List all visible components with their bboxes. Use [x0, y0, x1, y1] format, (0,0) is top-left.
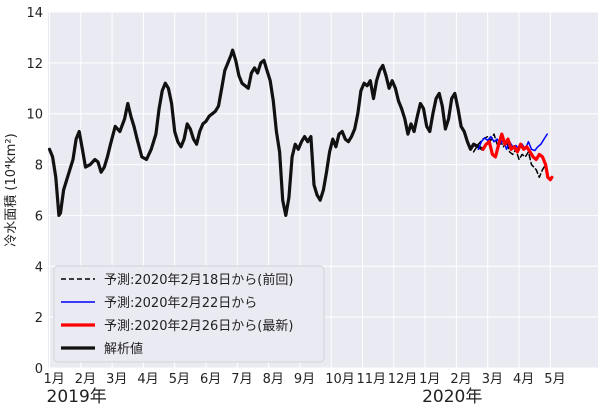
- x-tick-label: 1月: [44, 372, 65, 387]
- series-line: [47, 48, 485, 217]
- x-tick-label: 11月: [357, 372, 387, 387]
- x-tick-label: 6月: [200, 372, 221, 387]
- y-tick-label: 6: [35, 209, 43, 224]
- series-line: [481, 132, 554, 182]
- x-tick-label: 3月: [106, 372, 127, 387]
- y-tick-label: 2: [35, 311, 43, 326]
- series-lines: [47, 48, 554, 217]
- x-tick-label: 4月: [137, 372, 158, 387]
- x-tick-label: 2月: [450, 372, 471, 387]
- x-tick-label: 12月: [388, 372, 418, 387]
- legend: 予測:2020年2月18日から(前回) 予測:2020年2月22日から予測:202…: [53, 265, 325, 363]
- x-tick-labels: 1月 2月 3月 4月 5月 6月 7月 8月 9月 10月 11月 12月 1月 2月 3月 4月 5月: [44, 372, 566, 387]
- y-tick-label: 14: [26, 6, 43, 21]
- x-tick-label: 2月: [75, 372, 96, 387]
- y-tick-label: 12: [26, 57, 43, 72]
- year-label: 2019年: [47, 387, 107, 407]
- x-tick-label: 9月: [294, 372, 315, 387]
- x-tick-label: 8月: [263, 372, 284, 387]
- legend-label: 解析値: [104, 341, 143, 357]
- y-tick-label: 4: [35, 260, 43, 275]
- y-tick-label: 8: [35, 159, 43, 174]
- legend-box: [53, 265, 325, 363]
- legend-label: 予測:2020年2月26日から(最新): [104, 318, 293, 334]
- x-tick-label: 3月: [482, 372, 503, 387]
- x-tick-label: 1月: [419, 372, 440, 387]
- y-axis-label: 冷水面積 (10⁴km²): [4, 133, 19, 246]
- y-tick-label: 0: [35, 362, 43, 377]
- x-tick-label: 4月: [513, 372, 534, 387]
- legend-label: 予測:2020年2月22日から: [104, 296, 257, 311]
- y-tick-labels: 0 2 4 6 8 10 12 14: [26, 6, 43, 377]
- x-tick-label: 7月: [231, 372, 252, 387]
- legend-label: 予測:2020年2月18日から(前回): [104, 272, 293, 288]
- x-tick-label: 10月: [325, 372, 355, 387]
- x-tick-label: 5月: [169, 372, 190, 387]
- y-tick-label: 10: [26, 108, 43, 123]
- year-label: 2020年: [422, 387, 482, 407]
- year-labels: 2019年 2020年: [47, 387, 483, 407]
- x-tick-label: 5月: [544, 372, 565, 387]
